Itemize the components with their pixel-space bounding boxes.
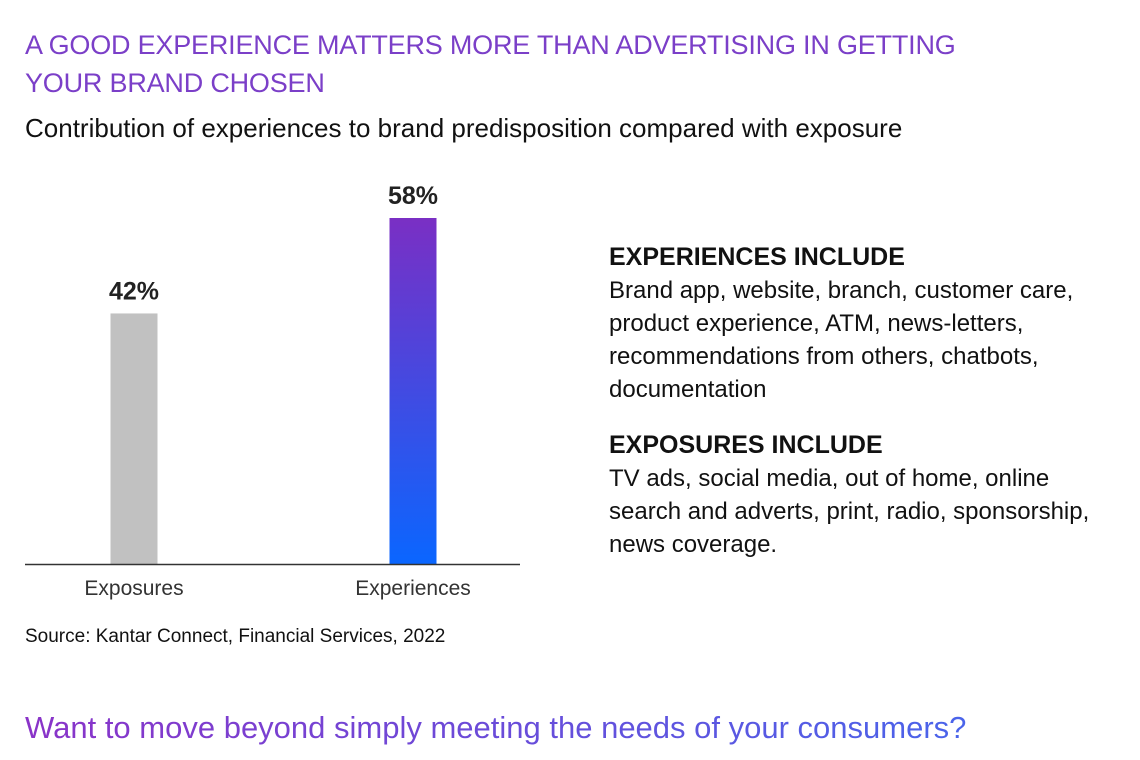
experiences-definition: EXPERIENCES INCLUDE Brand app, website, … xyxy=(609,240,1109,406)
category-label-experiences: Experiences xyxy=(355,577,471,600)
page-title: A GOOD EXPERIENCE MATTERS MORE THAN ADVE… xyxy=(25,30,956,98)
bar-chart-svg: 42% Exposures 58% Experiences xyxy=(25,182,520,600)
page-subtitle: Contribution of experiences to brand pre… xyxy=(25,113,903,143)
value-label-experiences: 58% xyxy=(388,182,438,210)
bar-experiences xyxy=(389,218,437,564)
category-label-exposures: Exposures xyxy=(84,577,183,600)
exposures-body: TV ads, social media, out of home, onlin… xyxy=(609,465,1090,558)
value-label-exposures: 42% xyxy=(109,277,159,305)
experiences-body: Brand app, website, branch, customer car… xyxy=(609,277,1074,403)
bar-exposures xyxy=(110,313,158,564)
definitions-panel: EXPERIENCES INCLUDE Brand app, website, … xyxy=(609,240,1109,583)
exposures-definition: EXPOSURES INCLUDE TV ads, social media, … xyxy=(609,428,1109,561)
experiences-heading: EXPERIENCES INCLUDE xyxy=(609,243,905,271)
exposures-heading: EXPOSURES INCLUDE xyxy=(609,431,883,459)
bar-chart: 42% Exposures 58% Experiences xyxy=(0,160,560,620)
call-to-action: Want to move beyond simply meeting the n… xyxy=(25,706,1125,750)
source-note: Source: Kantar Connect, Financial Servic… xyxy=(25,626,446,647)
